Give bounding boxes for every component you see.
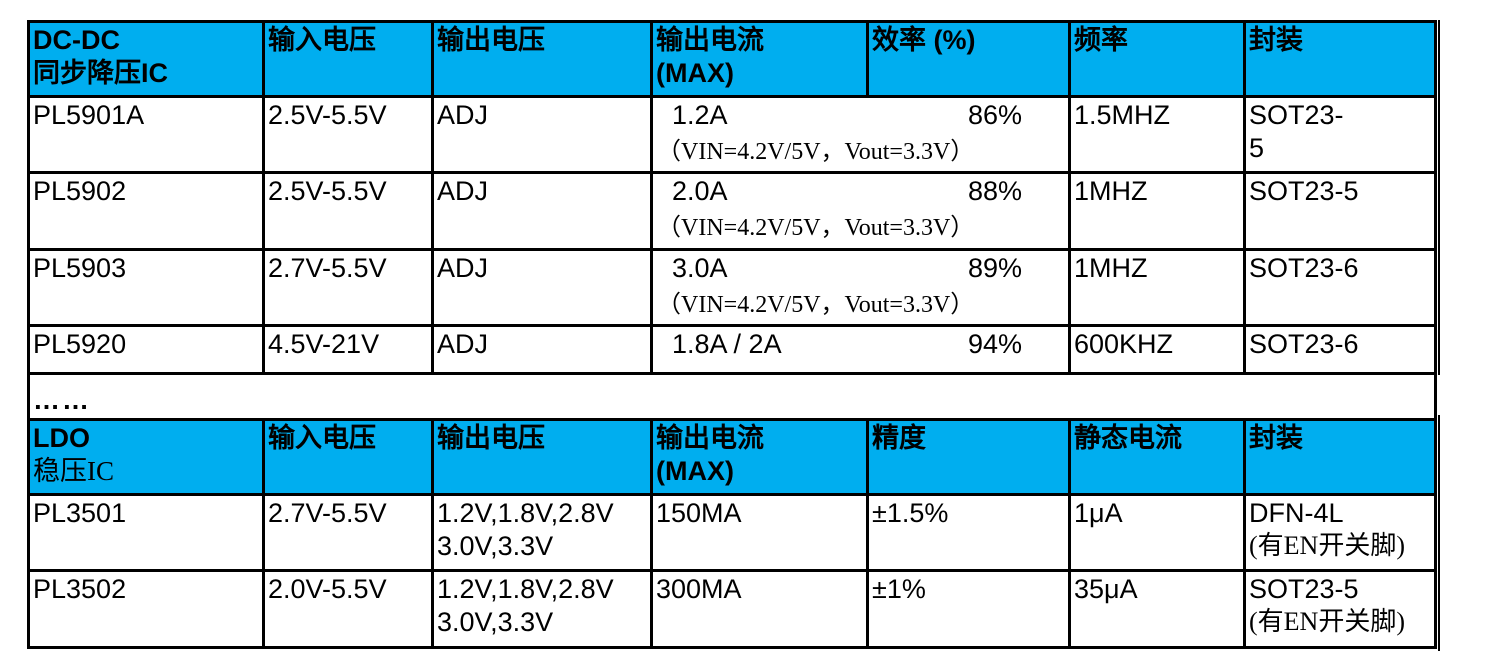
cell-package-line2: 5: [1249, 132, 1265, 163]
header-output-current-line1: 输出电流: [656, 423, 764, 453]
cell-package-line2: (有EN开关脚): [1249, 530, 1405, 560]
cell-model: PL5902: [27, 171, 265, 251]
cell-model: PL5901A: [27, 95, 265, 174]
cell-input-voltage: 2.0V-5.5V: [262, 569, 434, 649]
cell-accuracy: ±1.5%: [866, 493, 1071, 572]
cell-efficiency: 86%: [967, 100, 1022, 130]
cell-package-line1: SOT23-6: [1249, 253, 1359, 283]
ic-spec-table: DC-DC 同步降压IC 输入电压 输出电压 输出电流 (MAX) 效率 (%)…: [27, 20, 1437, 649]
cell-input-voltage: 4.5V-21V: [262, 324, 434, 375]
cell-accuracy: ±1%: [866, 569, 1071, 649]
header-package: 封装: [1243, 20, 1437, 98]
cell-current-efficiency: 1.8A / 2A 94%: [650, 324, 1071, 375]
cell-model: PL3502: [27, 569, 265, 649]
header-accuracy: 精度: [866, 418, 1071, 496]
header-output-current: 输出电流 (MAX): [650, 20, 869, 98]
header-frequency: 频率: [1068, 20, 1246, 98]
cell-efficiency: 94%: [967, 329, 1022, 359]
cell-output-voltage: ADJ: [431, 248, 653, 327]
header-product-line1: LDO: [33, 423, 90, 453]
cell-output-voltage: ADJ: [431, 171, 653, 251]
cell-output-current: 2.0A: [672, 176, 728, 206]
cell-output-voltage: ADJ: [431, 95, 653, 174]
cell-package-line1: DFN-4L: [1249, 498, 1344, 528]
right-double-border-top: [1438, 20, 1440, 375]
table-row-pl3501: PL3501 2.7V-5.5V 1.2V,1.8V,2.8V 3.0V,3.3…: [27, 493, 1437, 572]
cell-output-current: 150MA: [650, 493, 869, 572]
right-double-border-bottom: [1438, 415, 1440, 651]
cell-output-voltage: ADJ: [431, 324, 653, 375]
header-product-dcdc: DC-DC 同步降压IC: [27, 20, 265, 98]
cell-package-line2: (有EN开关脚): [1249, 606, 1405, 636]
cell-input-voltage: 2.5V-5.5V: [262, 95, 434, 174]
cell-package-line1: SOT23-5: [1249, 176, 1359, 206]
cell-quiescent-current: 35μA: [1068, 569, 1246, 649]
table-row-pl3502: PL3502 2.0V-5.5V 1.2V,1.8V,2.8V 3.0V,3.3…: [27, 569, 1437, 649]
cell-output-voltage: 1.2V,1.8V,2.8V 3.0V,3.3V: [431, 493, 653, 572]
cell-output-voltage-line1: 1.2V,1.8V,2.8V: [437, 574, 614, 604]
cell-package-line1: SOT23-6: [1249, 329, 1359, 359]
cell-output-voltage: 1.2V,1.8V,2.8V 3.0V,3.3V: [431, 569, 653, 649]
header-quiescent-current: 静态电流: [1068, 418, 1246, 496]
header-product-line1: DC-DC: [33, 25, 120, 55]
cell-frequency: 1.5MHZ: [1068, 95, 1246, 174]
table-row-pl5903: PL5903 2.7V-5.5V ADJ 3.0A 89% （VIN=4.2V/…: [27, 248, 1437, 327]
cell-current-efficiency: 1.2A 86% （VIN=4.2V/5V，Vout=3.3V）: [650, 95, 1071, 174]
cell-input-voltage: 2.7V-5.5V: [262, 248, 434, 327]
header-output-current-line2: (MAX): [656, 455, 734, 486]
cell-test-condition: （VIN=4.2V/5V，Vout=3.3V）: [657, 214, 975, 241]
header-product-ldo: LDO 稳压IC: [27, 418, 265, 496]
cell-current-efficiency: 2.0A 88% （VIN=4.2V/5V，Vout=3.3V）: [650, 171, 1071, 251]
header-output-current-line1: 输出电流: [656, 25, 764, 55]
cell-output-current: 1.8A / 2A: [672, 329, 782, 359]
header-output-current-line2: (MAX): [656, 57, 734, 88]
header-product-line2: 稳压IC: [33, 455, 114, 486]
cell-input-voltage: 2.7V-5.5V: [262, 493, 434, 572]
header-package: 封装: [1243, 418, 1437, 496]
cell-efficiency: 89%: [967, 253, 1022, 283]
cell-frequency: 600KHZ: [1068, 324, 1246, 375]
header-product-line2: 同步降压IC: [33, 57, 168, 88]
cell-output-current: 1.2A: [672, 100, 728, 130]
cell-package: SOT23-6: [1243, 324, 1437, 375]
cell-model: PL5920: [27, 324, 265, 375]
table-row-pl5902: PL5902 2.5V-5.5V ADJ 2.0A 88% （VIN=4.2V/…: [27, 171, 1437, 251]
cell-package: DFN-4L (有EN开关脚): [1243, 493, 1437, 572]
table-row-pl5901a: PL5901A 2.5V-5.5V ADJ 1.2A 86% （VIN=4.2V…: [27, 95, 1437, 174]
separator-row: ……: [27, 373, 1437, 420]
header-output-voltage: 输出电压: [431, 418, 653, 496]
header-output-current: 输出电流 (MAX): [650, 418, 869, 496]
cell-package: SOT23-6: [1243, 248, 1437, 327]
table-row-pl5920: PL5920 4.5V-21V ADJ 1.8A / 2A 94% 600KHZ…: [27, 324, 1437, 375]
cell-output-current: 3.0A: [672, 253, 728, 283]
cell-model: PL5903: [27, 248, 265, 327]
cell-package-line1: SOT23-: [1249, 100, 1344, 130]
cell-frequency: 1MHZ: [1068, 248, 1246, 327]
cell-package-line1: SOT23-5: [1249, 574, 1359, 604]
dcdc-header-row: DC-DC 同步降压IC 输入电压 输出电压 输出电流 (MAX) 效率 (%)…: [27, 20, 1437, 98]
cell-output-voltage-line2: 3.0V,3.3V: [437, 530, 554, 561]
cell-output-voltage-line2: 3.0V,3.3V: [437, 606, 554, 637]
cell-output-voltage-line1: 1.2V,1.8V,2.8V: [437, 498, 614, 528]
cell-package: SOT23- 5: [1243, 95, 1437, 174]
cell-efficiency: 88%: [967, 176, 1022, 206]
cell-test-condition: （VIN=4.2V/5V，Vout=3.3V）: [657, 291, 975, 318]
ellipsis-text: ……: [27, 373, 1437, 420]
cell-package: SOT23-5: [1243, 171, 1437, 251]
header-output-voltage: 输出电压: [431, 20, 653, 98]
cell-current-efficiency: 3.0A 89% （VIN=4.2V/5V，Vout=3.3V）: [650, 248, 1071, 327]
header-input-voltage: 输入电压: [262, 418, 434, 496]
ldo-header-row: LDO 稳压IC 输入电压 输出电压 输出电流 (MAX) 精度 静态电流 封装: [27, 418, 1437, 496]
cell-test-condition: （VIN=4.2V/5V，Vout=3.3V）: [657, 138, 975, 165]
cell-model: PL3501: [27, 493, 265, 572]
cell-package: SOT23-5 (有EN开关脚): [1243, 569, 1437, 649]
cell-frequency: 1MHZ: [1068, 171, 1246, 251]
header-input-voltage: 输入电压: [262, 20, 434, 98]
cell-input-voltage: 2.5V-5.5V: [262, 171, 434, 251]
cell-output-current: 300MA: [650, 569, 869, 649]
header-efficiency: 效率 (%): [866, 20, 1071, 98]
cell-quiescent-current: 1μA: [1068, 493, 1246, 572]
